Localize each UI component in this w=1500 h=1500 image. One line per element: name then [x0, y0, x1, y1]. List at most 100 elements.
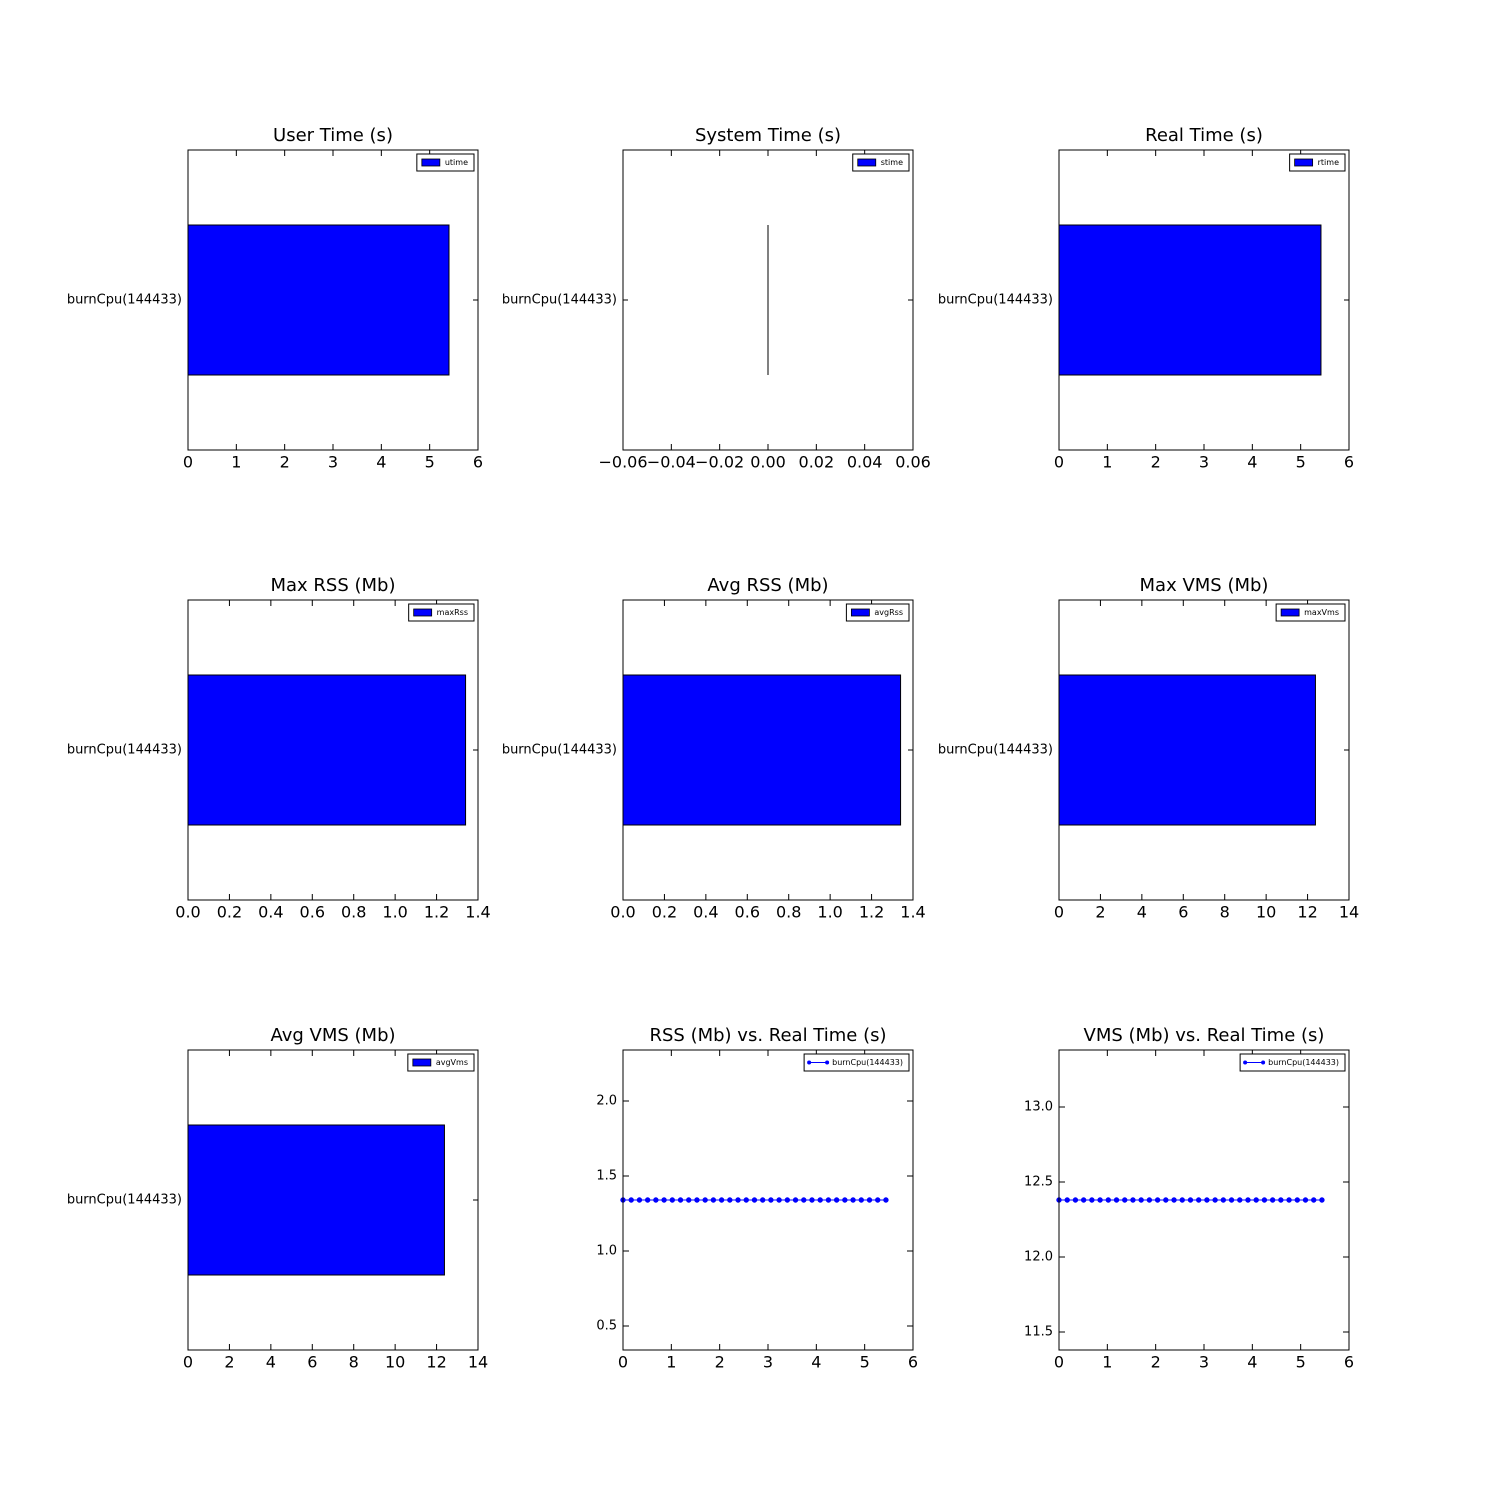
x-tick-label: 1.4 [900, 903, 925, 922]
x-tick-label: 5 [1296, 1353, 1306, 1372]
legend-box [803, 1053, 910, 1072]
point [1195, 1197, 1202, 1203]
x-tick-label: 2 [1151, 453, 1161, 472]
x-tick-label: 0.6 [735, 903, 760, 922]
x-tick-label: 5 [425, 453, 435, 472]
point [1237, 1197, 1243, 1203]
y-tick-label: burnCpu(144433) [67, 293, 182, 308]
x-tick-label: −0.06 [598, 453, 647, 472]
axes-frame [1058, 1049, 1350, 1351]
point [661, 1197, 667, 1203]
point [1187, 1197, 1194, 1203]
point [1245, 1197, 1251, 1203]
subplot: User Time (s) 0 1 2 3 4 5 6 burnCpu(144433) utime [67, 125, 483, 472]
y-tick-label: burnCpu(144433) [938, 293, 1053, 308]
legend-label: maxRss [437, 608, 468, 617]
x-tick-label: 1.2 [859, 903, 884, 922]
subplot-title: System Time (s) [695, 125, 841, 146]
legend-label: rtime [1318, 158, 1339, 167]
legend-swatch [421, 158, 441, 167]
x-tick-label: 3 [1199, 453, 1209, 472]
x-tick-label: 0.8 [341, 903, 366, 922]
point [801, 1197, 807, 1203]
point [1163, 1197, 1169, 1203]
x-tick-label: 1.0 [817, 903, 842, 922]
legend-box [845, 603, 910, 622]
legend: burnCpu(144433) [1239, 1053, 1346, 1072]
point [636, 1197, 643, 1203]
subplot: Avg RSS (Mb) 0.0 0.2 0.4 0.6 0.8 1.0 1.2 1.4 burn… [502, 575, 926, 922]
point [1269, 1197, 1276, 1203]
x-tick-label: 0.02 [799, 453, 835, 472]
point [1130, 1197, 1136, 1203]
x-tick-label: 1 [666, 1353, 676, 1372]
legend-swatch [1294, 158, 1314, 167]
axes-frame [187, 599, 479, 901]
subplot: Max VMS (Mb) 0 2 4 6 8 10 12 14 burnCpu(144433) ma… [938, 575, 1359, 922]
axes-frame [1058, 149, 1350, 451]
x-tick-label: 3 [763, 1353, 773, 1372]
y-tick-label: burnCpu(144433) [502, 293, 617, 308]
point [792, 1197, 799, 1203]
point [833, 1197, 840, 1203]
point [817, 1197, 823, 1203]
x-tick-label: 1 [231, 453, 241, 472]
x-tick-label: 6 [908, 1353, 918, 1372]
x-tick-label: 5 [860, 1353, 870, 1372]
x-tick-label: −0.04 [647, 453, 696, 472]
subplot: VMS (Mb) vs. Real Time (s) 0 1 2 3 4 5 6 11.5 12.… [1024, 1025, 1354, 1372]
point [850, 1197, 856, 1203]
point [842, 1197, 848, 1203]
point [653, 1197, 659, 1203]
x-tick-label: 0.6 [300, 903, 325, 922]
x-tick-label: 3 [1199, 1353, 1209, 1372]
point [1097, 1197, 1103, 1203]
legend: avgVms [407, 1053, 475, 1072]
y-tick-label: burnCpu(144433) [502, 743, 617, 758]
x-tick-label: 1.4 [465, 903, 490, 922]
subplot: RSS (Mb) vs. Real Time (s) 0 1 2 3 4 5 6 0.5 1.0 1… [596, 1025, 918, 1372]
point [1064, 1197, 1070, 1203]
x-tick-label: 0.4 [258, 903, 283, 922]
x-tick-label: 0 [183, 453, 193, 472]
point [628, 1197, 634, 1203]
x-tick-label: 10 [1256, 903, 1276, 922]
x-tick-label: 0.06 [895, 453, 931, 472]
x-tick-label: −0.02 [695, 453, 744, 472]
x-tick-label: 6 [1178, 903, 1188, 922]
subplot-title: Avg RSS (Mb) [707, 575, 828, 596]
x-tick-label: 0.4 [693, 903, 718, 922]
legend-label: utime [445, 158, 468, 167]
point [686, 1197, 692, 1203]
x-tick-label: 8 [349, 1353, 359, 1372]
point [825, 1197, 832, 1203]
legend: maxVms [1275, 603, 1346, 622]
subplot-title: Avg VMS (Mb) [270, 1025, 395, 1046]
y-tick-label: 2.0 [596, 1094, 617, 1109]
bar [1058, 224, 1322, 376]
point [1171, 1197, 1177, 1203]
subplot-title: VMS (Mb) vs. Real Time (s) [1084, 1025, 1325, 1046]
point [1253, 1197, 1259, 1203]
axes-frame [187, 1049, 479, 1351]
y-tick-label: 12.5 [1024, 1175, 1053, 1190]
y-tick-label: 12.0 [1024, 1250, 1053, 1265]
x-tick-label: 14 [468, 1353, 488, 1372]
point [1072, 1197, 1079, 1203]
point [1089, 1197, 1095, 1203]
point [768, 1197, 774, 1203]
x-tick-label: 0.2 [217, 903, 242, 922]
axes-frame [187, 149, 479, 451]
legend-swatch [850, 608, 870, 617]
bar [187, 224, 450, 376]
bar [187, 674, 467, 826]
point [1261, 1197, 1268, 1203]
y-tick-label: 1.0 [596, 1244, 617, 1259]
point [1179, 1197, 1185, 1203]
point [1286, 1197, 1292, 1203]
point [677, 1197, 684, 1203]
y-tick-label: 0.5 [596, 1319, 617, 1334]
subplot-title: Max RSS (Mb) [270, 575, 395, 596]
legend: avgRss [845, 603, 910, 622]
